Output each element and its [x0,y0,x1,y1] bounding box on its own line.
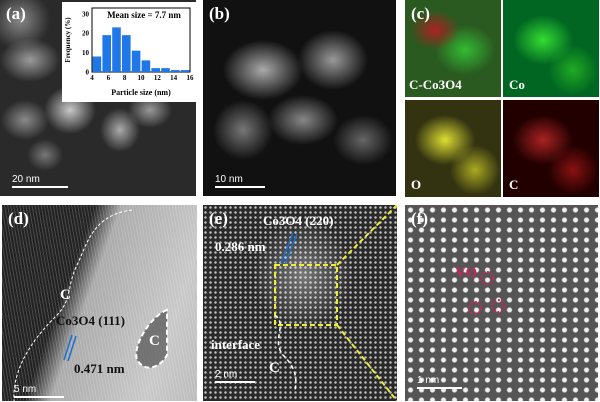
histogram-bar [151,68,160,72]
oxygen-vacancy-markers [468,271,505,315]
plane-label: Co3O4 (220) [263,213,334,228]
y-tick-label: 30 [82,10,90,18]
map-label: C [509,177,519,192]
scale-bar: 5 nm [14,384,64,398]
scale-bar: 2 nm [215,369,255,383]
x-tick-label: 8 [123,74,127,82]
x-tick-label: 10 [138,74,146,82]
map-label: C-Co3O4 [409,77,462,92]
scale-bar: 20 nm [12,174,68,188]
map-label: Co [509,77,525,92]
d-spacing-label: 0.286 nm [215,239,266,254]
d-spacing-label: 0.471 nm [74,361,125,376]
scale-bar-label: 10 nm [215,174,243,185]
histogram-bar [122,35,131,72]
histogram-bar [131,50,141,72]
panel-a-tem-image: (a) 4 6 8 10 12 14 16 0 10 20 30 Particle size (nm)… [0,0,196,196]
vacancy-label: VO [455,265,478,281]
map-label: O [411,177,422,192]
panel-d-hrtem: (d) C C Co3O4 (111) 0.471 nm 5 nm [2,205,197,401]
scale-bar-label: 5 nm [14,384,37,395]
carbon-label: C [269,360,280,376]
panel-label: (f) [411,209,428,228]
y-tick-label: 20 [82,30,90,38]
panel-label: (b) [209,4,230,23]
carbon-label: C [60,287,71,303]
plot-frame [91,7,191,73]
histogram-bar [141,60,151,72]
plane-label: Co3O4 (111) [56,313,125,328]
histogram-bar [180,70,190,72]
scale-bar: 1 nm [417,375,462,389]
x-tick-label: 14 [170,74,178,82]
scale-bar-label: 2 nm [215,369,238,380]
x-tick-label: 4 [90,74,94,82]
zoom-region-box [274,205,397,401]
eds-map-overlay: (c) C-Co3O4 [405,0,501,97]
carbon-label: C [149,333,160,349]
histogram-bar [171,70,180,72]
scale-bar: 10 nm [215,174,265,188]
panel-e-hrtem: (e) Co3O4 (220) 0.286 nm interface C 2 n… [203,205,397,401]
y-tick-label: 0 [86,69,90,77]
y-tick-label: 10 [82,49,90,57]
x-axis-label: Particle size (nm) [111,88,171,97]
y-axis-label: Frequency (%) [64,17,72,63]
scale-bar-label: 1 nm [417,375,440,386]
panel-f-atomic-image: (f) VO 1 nm [405,205,598,401]
panel-label: (a) [6,4,26,23]
carbon-outline [13,209,168,401]
x-tick-label: 12 [154,74,162,82]
chart-title: Mean size = 7.7 nm [107,10,181,20]
panel-label: (d) [8,209,29,228]
histogram-bar [112,27,121,72]
size-histogram: 4 6 8 10 12 14 16 0 10 20 30 Particle size (nm) Freq… [62,2,196,102]
x-tick-label: 16 [187,74,195,82]
eds-map-co: Co [503,0,599,97]
panel-label: (e) [209,209,228,228]
histogram-bar [102,35,111,72]
eds-map-o: O [405,100,501,197]
histogram-bar [161,68,170,72]
interface-label: interface [211,337,261,352]
eds-map-c: C [503,100,599,197]
panel-b-haadf-image: (b) 10 nm [203,0,396,196]
panel-label: (c) [411,4,430,23]
scale-bar-label: 20 nm [12,174,40,185]
x-tick-label: 6 [107,74,111,82]
histogram-bar [92,56,102,72]
